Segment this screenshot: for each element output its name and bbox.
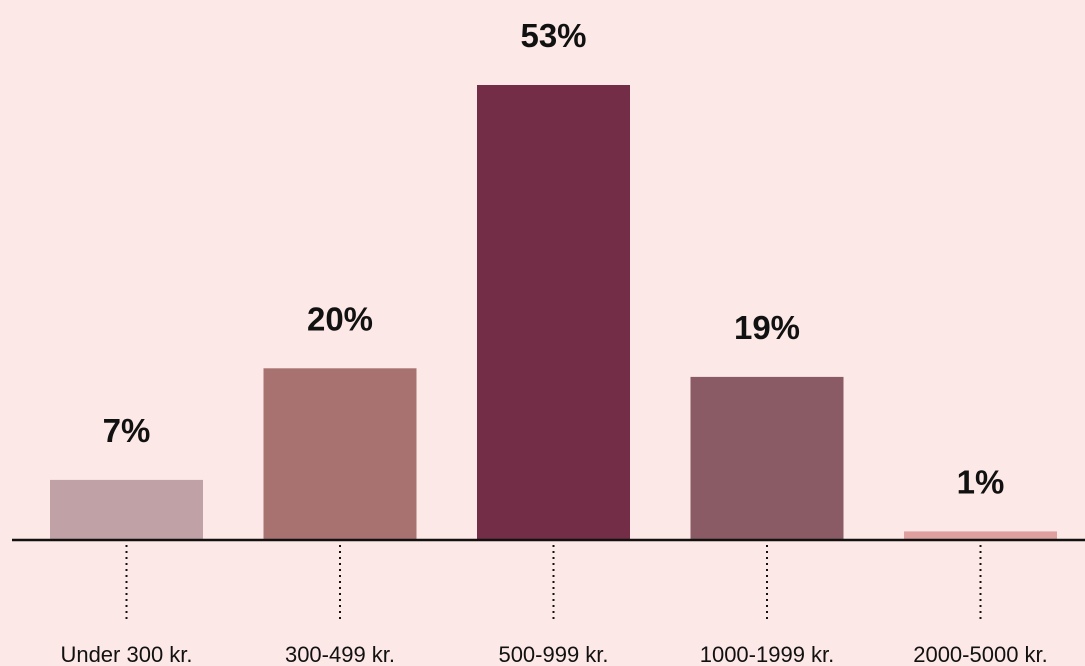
value-label-4: 19% [734, 309, 800, 346]
bar-1 [50, 479, 203, 540]
labels-layer: 7% Under 300 kr. 20% 300-499 kr. 53% 500-999 … [60, 17, 1047, 666]
value-label-3: 53% [520, 17, 586, 54]
value-label-5: 1% [957, 463, 1005, 500]
bar-2 [263, 368, 417, 540]
value-label-1: 7% [103, 412, 151, 449]
bar-4 [690, 376, 844, 540]
bars-layer [50, 85, 1057, 540]
category-label-3: 500-999 kr. [498, 642, 608, 666]
category-label-4: 1000-1999 kr. [700, 642, 835, 666]
category-label-2: 300-499 kr. [285, 642, 395, 666]
value-label-2: 20% [307, 300, 373, 337]
category-label-5: 2000-5000 kr. [913, 642, 1048, 666]
bar-5 [904, 531, 1057, 540]
category-label-1: Under 300 kr. [60, 642, 192, 666]
bar-3 [477, 85, 630, 540]
